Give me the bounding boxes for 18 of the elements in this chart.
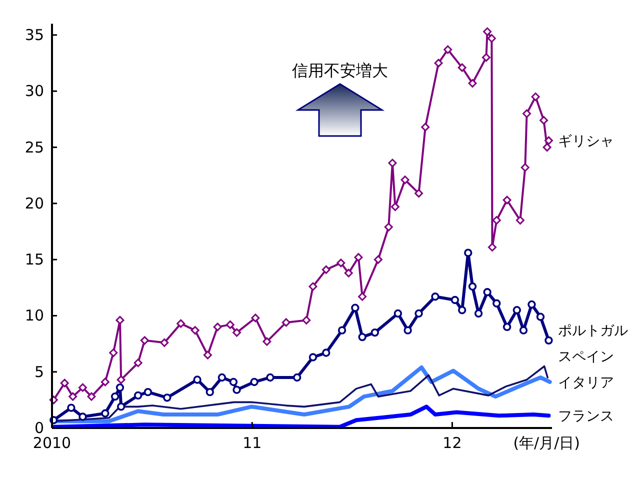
y-tick-label: 15 [24,250,44,269]
series-label: ポルトガル [558,322,628,339]
x-tick-label: 11 [242,434,262,452]
x-tick-label: 2010 [32,434,72,452]
y-tick-label: 30 [24,82,44,100]
series-label: ギリシャ [558,134,614,150]
x-axis-title: (年/月/日) [513,434,580,452]
y-tick-label: 10 [24,306,44,325]
x-tick-label: 12 [442,434,462,452]
series-label: フランス [558,408,614,425]
annotation: 信用不安増大 [292,61,388,80]
y-tick-label: 5 [34,362,44,381]
y-tick-label: 35 [24,26,44,44]
series-label: イタリア [558,374,614,391]
series-label: スペイン [558,348,614,365]
y-tick-label: 25 [24,138,44,156]
y-tick-label: 0 [34,419,44,437]
y-tick-label: 20 [24,194,44,212]
